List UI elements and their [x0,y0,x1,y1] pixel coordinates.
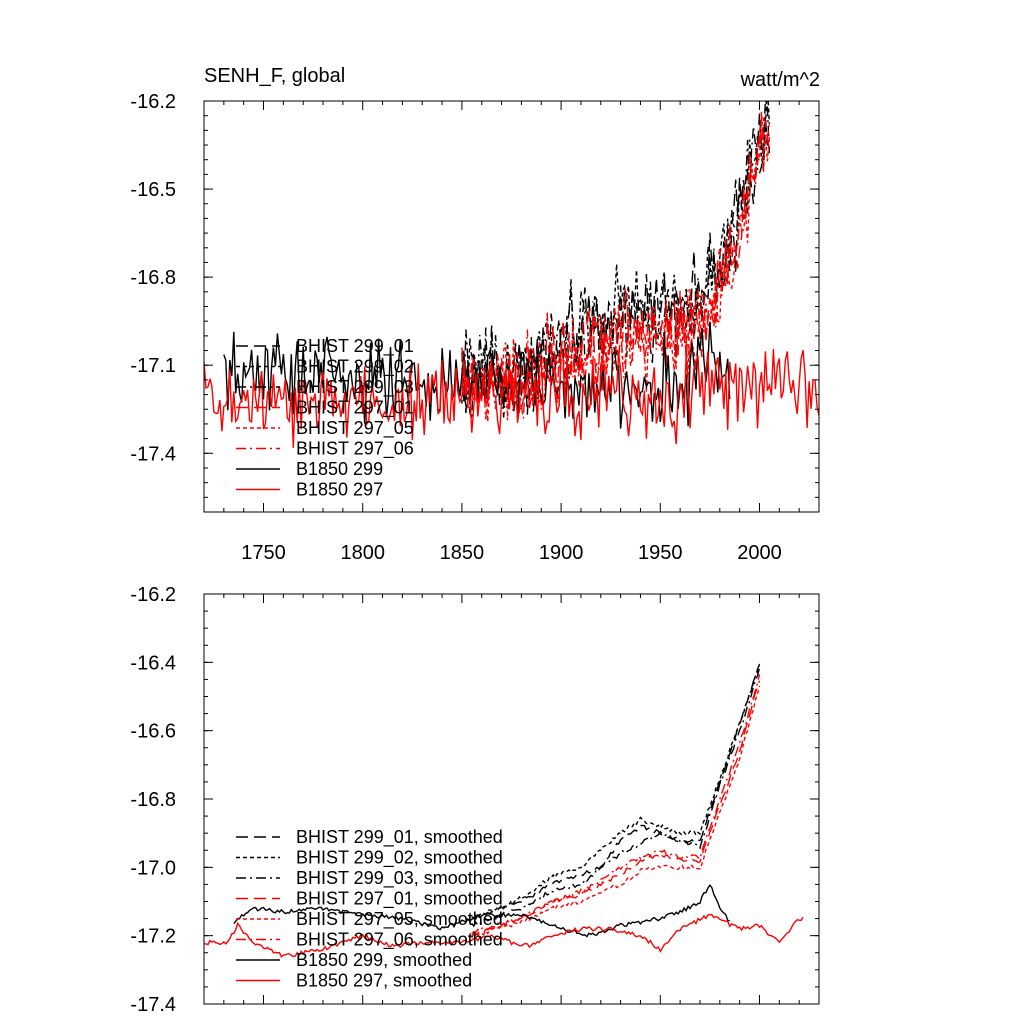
legend-label: BHIST 299_02 [296,357,414,378]
legend-label: BHIST 299_03, smoothed [296,868,503,889]
y-tick-label: -16.8 [130,789,176,811]
top-plot-area [204,101,819,448]
legend-label: BHIST 297_05, smoothed [296,909,503,930]
y-tick-label: -16.2 [130,91,176,113]
series-line-5 [461,115,771,420]
x-tick-label: 1900 [539,542,584,564]
series-line-4 [461,111,771,422]
y-tick-label: -17.4 [130,443,176,465]
series-line-0 [471,663,761,920]
bottom-axes: -16.2 -16.4 -16.6 -16.8 -17.0 -17.2 -17.4 [130,584,820,1016]
y-tick-label: -16.8 [130,267,176,289]
legend-label: BHIST 299_02, smoothed [296,848,503,869]
y-tick-label: -17.1 [130,355,176,377]
legend-label: BHIST 299_01 [296,336,414,357]
x-tick-label: 1750 [241,542,286,564]
legend-label: B1850 297 [296,480,383,500]
y-tick-label: -16.2 [130,584,176,606]
x-tick-label: 2000 [737,542,782,564]
series-line-3 [471,680,761,938]
legend-label: B1850 299, smoothed [296,950,472,970]
x-tick-label: 1800 [340,542,385,564]
y-tick-label: -16.5 [130,179,176,201]
y-tick-label: -16.6 [130,721,176,743]
legend-label: BHIST 297_06, smoothed [296,930,503,951]
x-tick-label: 1850 [440,542,485,564]
series-line-6 [233,884,730,938]
y-tick-label: -17.4 [130,994,176,1016]
units-label: watt/m^2 [740,69,820,91]
legend-label: BHIST 297_01, smoothed [296,889,503,910]
top-axes: -16.2 -16.5 -16.8 -17.1 -17.4 1750 1800 1850 190… [130,91,820,564]
y-tick-label: -16.4 [130,652,176,674]
top-panel: SENH_F, global watt/m^2 -16.2-16.5-16.8-… [130,65,820,564]
series-line-1 [471,665,761,920]
legend-label: BHIST 297_05 [296,418,414,439]
series-line-7 [204,913,804,958]
bottom-plot-area [204,663,804,958]
legend-label: BHIST 297_06 [296,439,414,460]
x-tick-label: 1950 [638,542,683,564]
series-line-7 [204,345,819,448]
series-line-2 [471,667,761,928]
y-tick-label: -17.2 [130,926,176,948]
series-line-5 [471,674,761,935]
chart-title: SENH_F, global [204,65,345,87]
bottom-panel: -16.2 -16.4 -16.6 -16.8 -17.0 -17.2 -17.4 BHIS… [130,584,820,1016]
y-tick-label: -17.0 [130,857,176,879]
legend-label: BHIST 299_01, smoothed [296,827,503,848]
legend-label: B1850 299 [296,459,383,479]
legend-label: BHIST 299_03 [296,377,414,398]
series-line-4 [471,685,761,938]
legend-label: B1850 297, smoothed [296,971,472,991]
legend-label: BHIST 297_01 [296,398,414,419]
